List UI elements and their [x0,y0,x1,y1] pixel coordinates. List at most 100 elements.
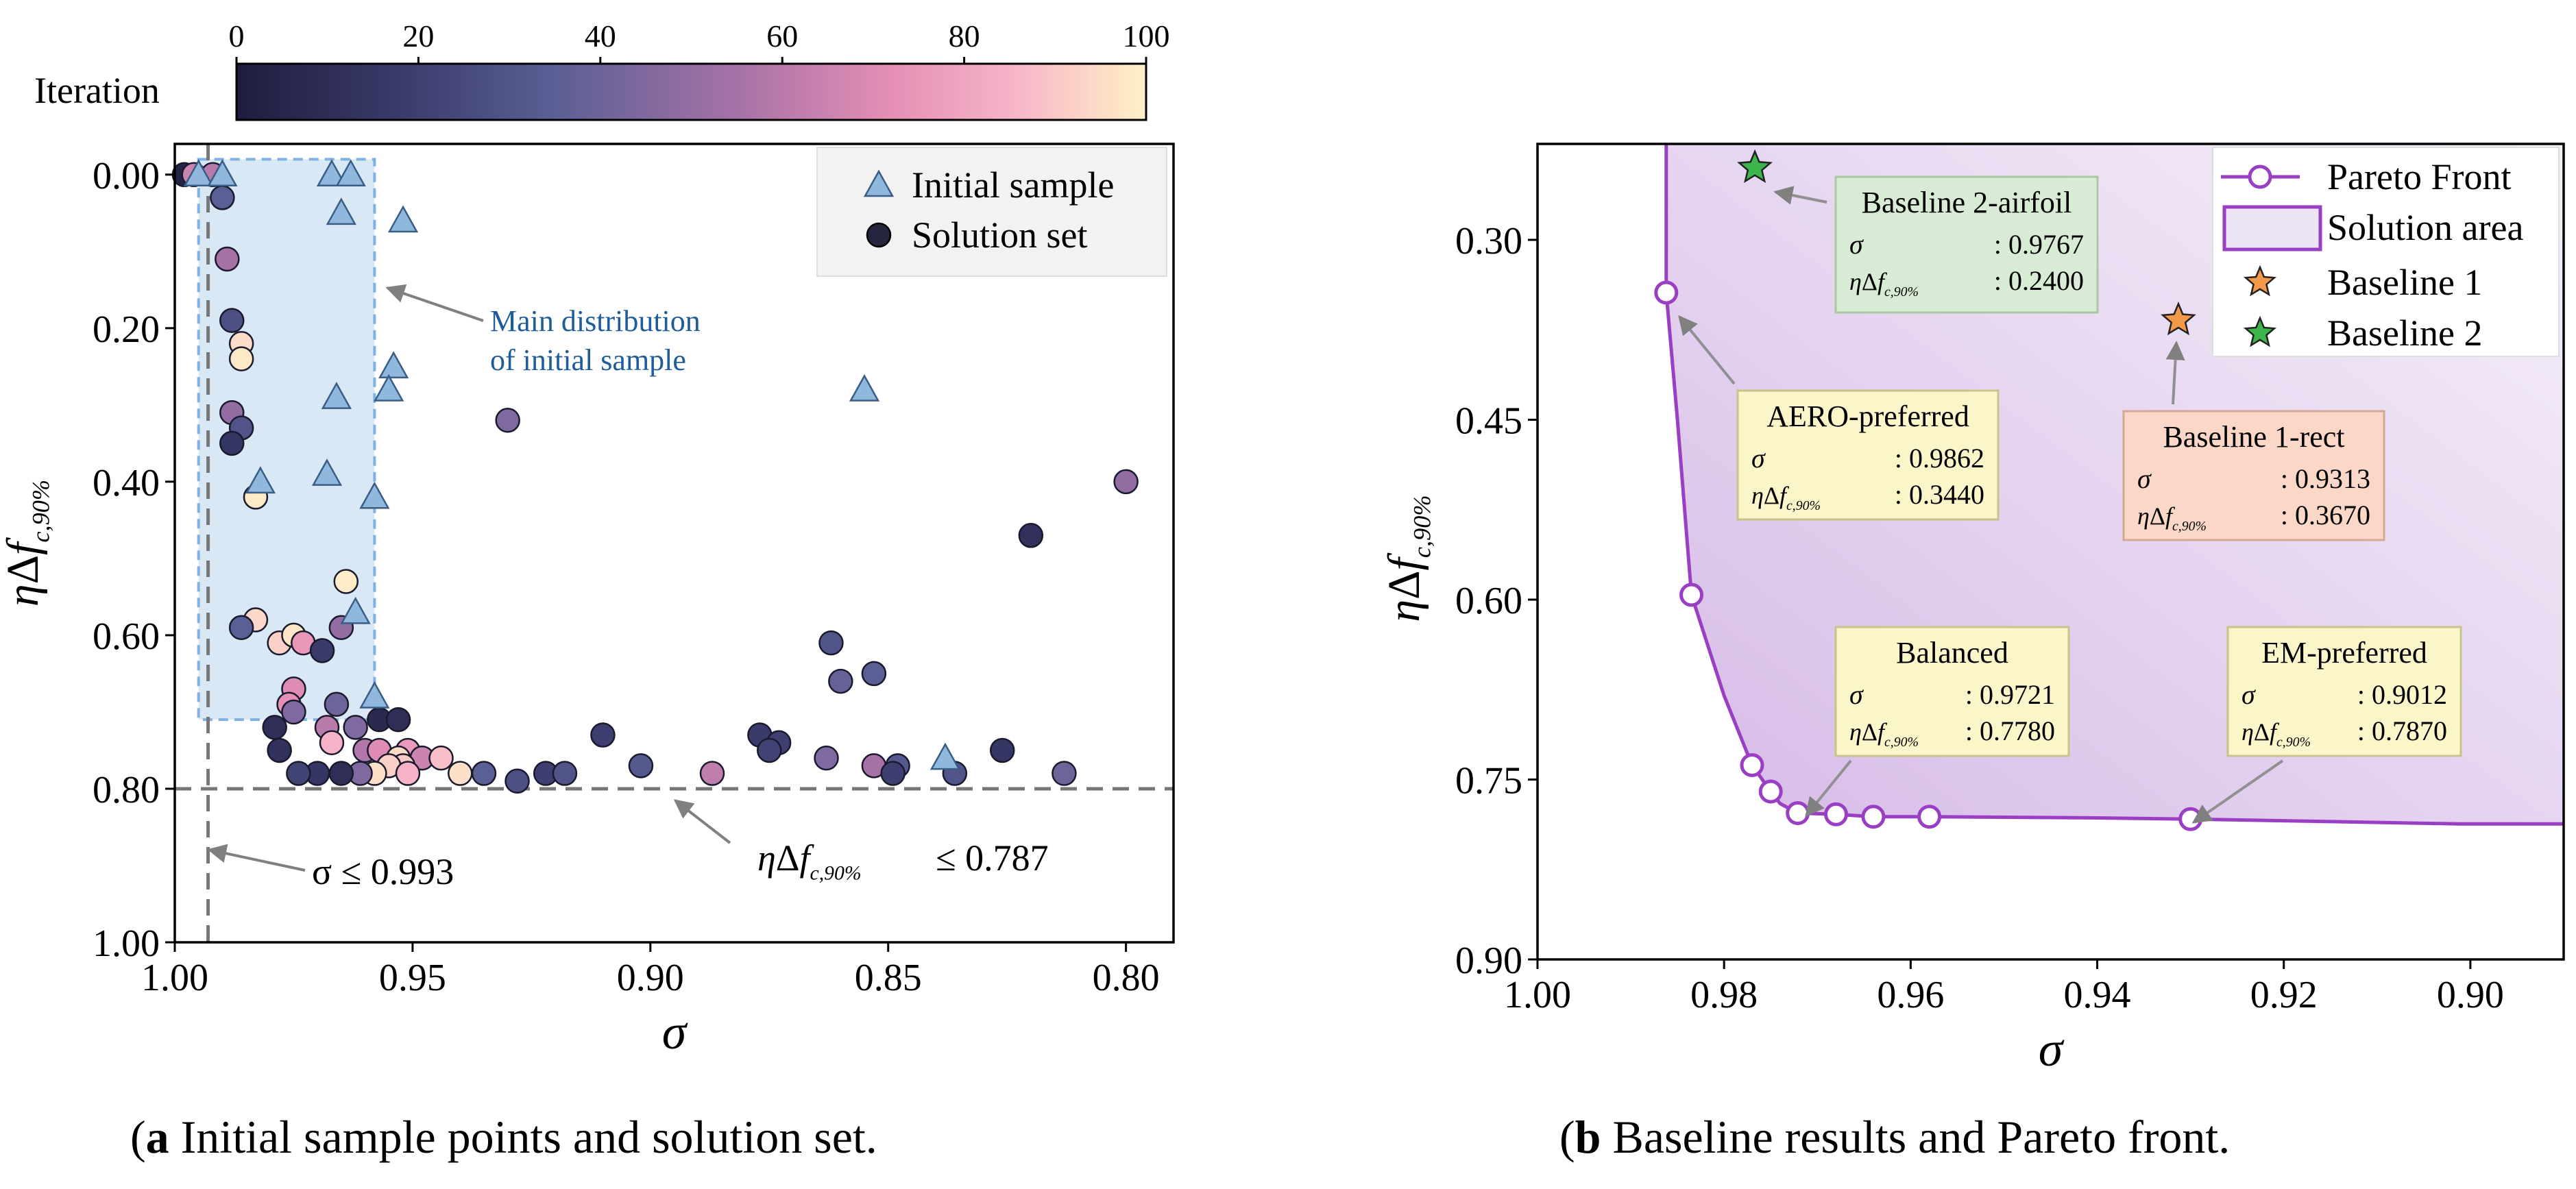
colorbar-tick-label: 100 [1123,19,1170,53]
colorbar [235,62,1147,121]
annotation-arrow [2165,341,2185,405]
y-tick-label: 0.20 [93,308,160,351]
annotation-box [2122,410,2385,541]
pareto-point [1679,583,1704,607]
y-axis-label: ηΔfc,90% [0,480,55,606]
solution-point [880,761,906,786]
legend-box [816,147,1167,277]
x-tick-label: 0.80 [1093,957,1160,999]
y-tick-label: 0.45 [1455,400,1522,443]
solution-point [228,346,254,371]
x-tick-label: 1.00 [141,957,208,999]
annotation-sigma-label: σ [1751,443,1766,474]
annotation-sigma-value: : 0.9313 [2281,463,2370,494]
initial-sample-point [326,197,356,225]
annotation-eta-label: ηΔfc,90% [1751,482,1821,513]
x-tick-label: 0.98 [1690,974,1758,1016]
solution-point [309,638,335,663]
solution-point [324,691,350,717]
x-axis-label: σ [2039,1022,2065,1077]
annotation-eta-label: ηΔfc,90% [1849,268,1919,299]
colorbar-tick-label: 60 [766,19,798,53]
initial-sample-point [183,159,214,187]
y-tick-label: 0.40 [93,462,160,504]
solution-point [552,761,578,786]
colorbar-tick-label: 80 [949,19,980,53]
pareto-point [1917,805,1942,829]
solution-point [286,761,311,786]
eta-annotation-symbol: ηΔfc,90% [757,837,862,885]
annotation-eta-label-text: ηΔfc,90% [1849,718,1919,750]
annotation-box [1834,626,2070,757]
baseline2-star [1737,149,1773,184]
annotation-eta-value: : 0.3440 [1895,479,1984,510]
solution-point [228,615,254,640]
legend-label: Solution area [2327,207,2523,248]
solution-point [319,730,345,755]
legend-star-icon [2243,315,2277,347]
annotation-arrow [1805,759,1852,818]
pareto-point [1823,802,1848,826]
annotation-eta-value: : 0.3670 [2281,500,2370,530]
legend-triangle-icon [863,169,895,197]
sigma-annotation: σ ≤ 0.993 [312,851,454,892]
solution-point [505,768,530,794]
colorbar-tick-label: 40 [585,19,616,53]
x-tick-label: 0.90 [2437,974,2504,1016]
caption-a-text: Initial sample points and solution set. [169,1111,877,1163]
axes-frame-b [1536,143,2565,961]
annotation-sigma-value: : 0.9012 [2357,679,2447,710]
colorbar-label: Iteration [34,70,160,111]
caption-a: (a Initial sample points and solution se… [130,1111,877,1163]
legend-b: Pareto Front Solution area Baseline 1 Basel… [2212,147,2560,357]
annotation-title: Baseline 1-rect [2163,420,2344,454]
y-axis-label-text: ηΔfc,90% [0,480,55,606]
sigma-annotation-arrow [207,844,306,872]
solution-point [328,761,354,786]
caption-b: (b Baseline results and Pareto front. [1559,1111,2231,1163]
pareto-point [1861,805,1886,829]
annotation-arrow [2191,759,2284,824]
axes-frame [173,143,1175,944]
y-tick-label: 0.60 [93,615,160,658]
annotation-line1: Main distribution [490,304,701,338]
legend-label-solution: Solution set [912,214,1088,256]
annotation-title: Balanced [1896,636,2008,670]
annotation-box-1: Baseline 2-airfoil σ: 0.9767 ηΔfc,90%: 0.2… [1773,175,2099,314]
solution-point [471,761,497,786]
y-axis-label: ηΔfc,90% [1379,495,1436,622]
solution-point [428,745,454,771]
y-tick-label: 0.90 [1455,940,1522,982]
annotation-box [1736,389,2000,521]
legend: Initial sample Solution set [816,147,1167,277]
solution-point [818,630,844,656]
annotation-title: EM-preferred [2261,636,2427,670]
x-tick-label: 0.96 [1877,974,1944,1016]
legend-label-initial: Initial sample [912,164,1114,206]
x-tick-label: 0.92 [2250,974,2318,1016]
annotation-eta-label-text: ηΔfc,90% [2137,502,2207,534]
solution-point [1052,761,1077,786]
x-axis-label: σ [662,1005,688,1059]
initial-sample-point [207,159,238,187]
solution-point [215,246,240,272]
y-tick-label: 1.00 [93,922,160,965]
annotation-eta-label-text: ηΔfc,90% [1849,268,1919,299]
legend-area-icon [2222,205,2322,252]
annotation-box-4: Balanced σ: 0.9721 ηΔfc,90%: 0.7780 [1805,626,2070,818]
legend-star-icon [2243,265,2277,297]
annotation-eta-value: : 0.7870 [2357,715,2447,746]
solution-point [590,722,616,748]
solution-point [1018,523,1044,548]
initial-sample-point [387,205,419,233]
annotation-title: Baseline 2-airfoil [1862,186,2072,219]
initial-sample-point [316,159,348,187]
annotation-eta-label-text: ηΔfc,90% [1751,482,1821,513]
initial-sample-point [340,596,371,624]
annotation-sigma-label: σ [1849,679,1864,710]
initial-sample-point [849,373,880,402]
initial-sample-point [335,159,366,187]
pareto-point [1758,779,1783,804]
solution-point [281,699,306,725]
